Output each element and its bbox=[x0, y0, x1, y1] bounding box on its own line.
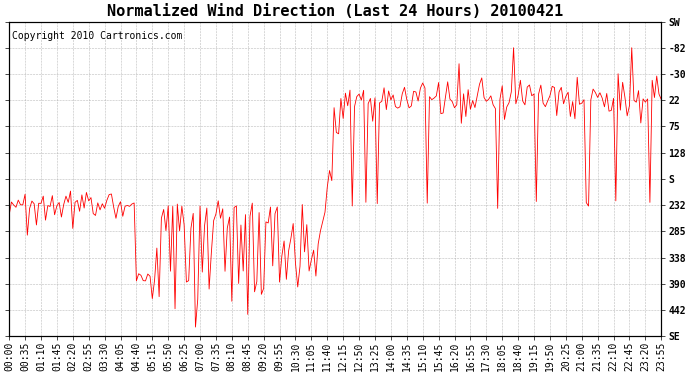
Text: Copyright 2010 Cartronics.com: Copyright 2010 Cartronics.com bbox=[12, 31, 183, 41]
Title: Normalized Wind Direction (Last 24 Hours) 20100421: Normalized Wind Direction (Last 24 Hours… bbox=[107, 4, 563, 19]
